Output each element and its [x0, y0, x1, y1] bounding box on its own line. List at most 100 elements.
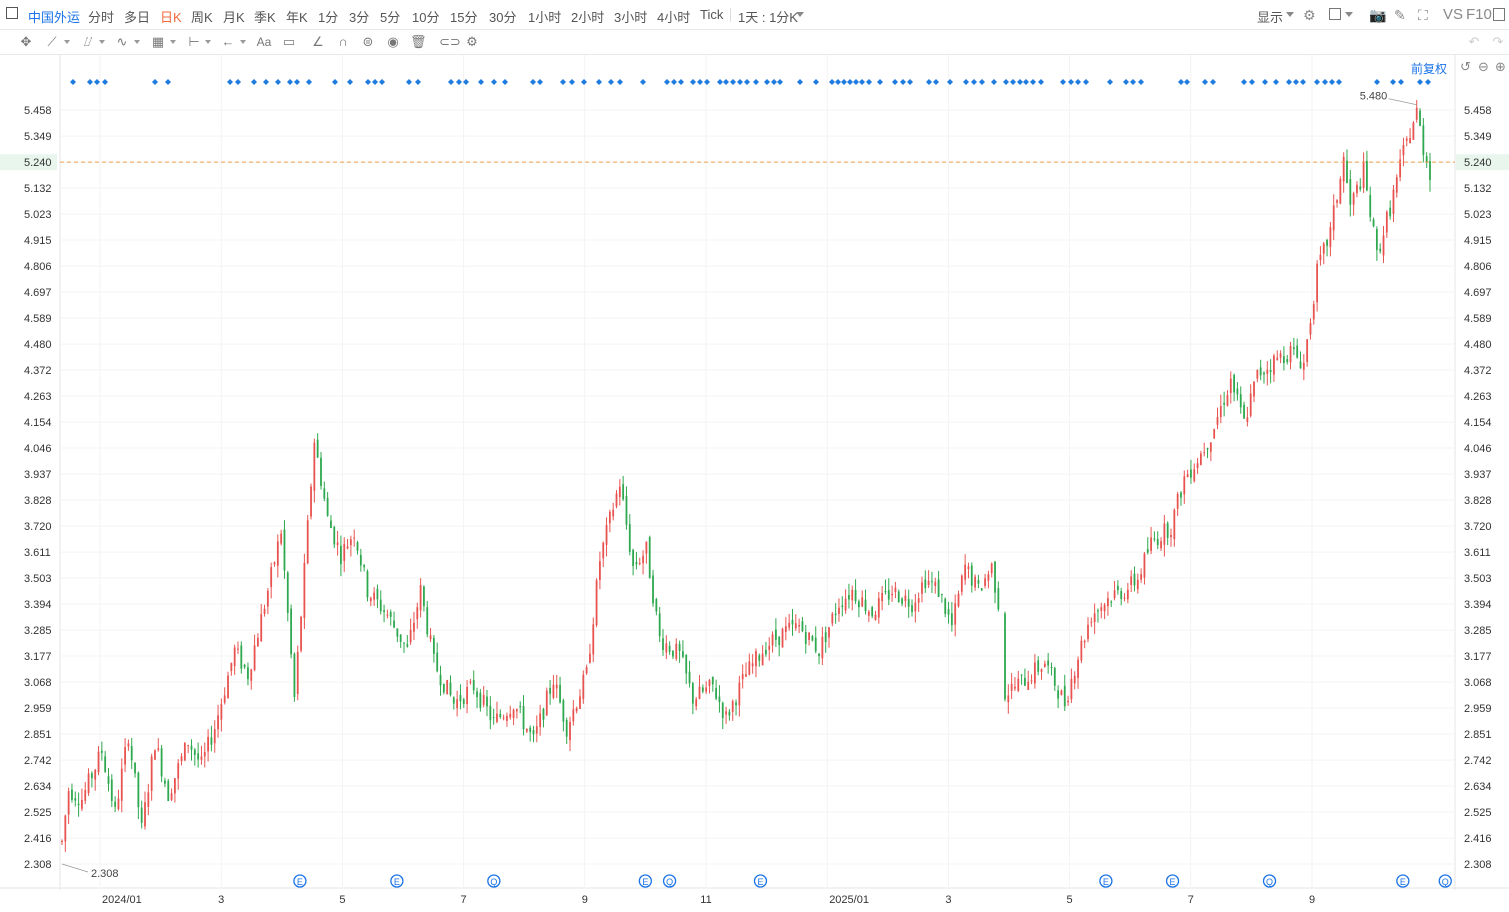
tab-3hour[interactable]: 3小时	[614, 10, 648, 25]
low-marker-label: 2.308	[91, 868, 119, 880]
chevron-down-icon[interactable]	[170, 40, 176, 44]
candle-body	[87, 773, 90, 794]
chevron-down-icon[interactable]	[240, 40, 246, 44]
y-tick-label-right: 4.480	[1464, 339, 1492, 351]
measure-icon[interactable]: ▦	[151, 34, 165, 49]
chevron-down-icon[interactable]	[1286, 12, 1294, 17]
chevron-down-icon[interactable]	[1345, 12, 1353, 17]
candle-body	[1097, 610, 1099, 612]
arrow-icon[interactable]: ←	[221, 34, 235, 49]
candle-body	[1017, 678, 1020, 691]
link-icon[interactable]: ⊂⊃	[439, 34, 461, 49]
candle-body	[1326, 240, 1328, 246]
y-tick-label-left: 3.937	[24, 469, 52, 481]
tab-15min[interactable]: 15分	[450, 10, 478, 25]
tab-2hour[interactable]: 2小时	[571, 10, 605, 25]
candle-body	[462, 699, 465, 705]
text-icon[interactable]: Aa	[256, 35, 272, 49]
tab-10min[interactable]: 10分	[412, 10, 440, 25]
candle-body	[257, 637, 259, 647]
tab-weekly-k[interactable]: 周K	[191, 10, 213, 25]
candle-body	[1040, 669, 1043, 672]
settings-icon[interactable]: ⚙	[466, 34, 478, 49]
candle-body	[1429, 161, 1431, 180]
reset-icon[interactable]: ↺	[1460, 59, 1471, 74]
undo-icon[interactable]: ↶	[1468, 34, 1480, 49]
display-button[interactable]: 显示	[1257, 10, 1284, 25]
sidebar-toggle-icon[interactable]	[6, 7, 18, 19]
adjust-button[interactable]: 前复权	[1411, 62, 1448, 76]
y-tick-label-left: 3.503	[24, 573, 52, 585]
tab-monthly-k[interactable]: 月K	[223, 10, 245, 25]
layout-icon[interactable]	[1329, 8, 1341, 20]
wave-icon[interactable]: ∿	[116, 34, 128, 49]
y-axis-right: 2.308 2.416 2.525 2.634 2.742 2.851 2.959 3.068…	[1456, 105, 1509, 871]
candle-body	[1419, 110, 1421, 126]
tab-5min[interactable]: 5分	[380, 10, 401, 25]
event-markers: EEQEQEEEQEQE	[293, 874, 1452, 888]
polyline-icon[interactable]: ⌰	[83, 34, 93, 49]
eye-icon[interactable]: ◉	[387, 34, 399, 49]
tab-30min[interactable]: 30分	[489, 10, 517, 25]
tab-duori[interactable]: 多日	[124, 10, 151, 25]
candlestick-chart[interactable]: 2.308 2.416 2.525 2.634 2.742 2.851 2.959 3.068…	[0, 55, 1509, 912]
candle-body	[67, 791, 70, 815]
settings-icon[interactable]: ⚙	[1303, 7, 1316, 23]
candle-body	[124, 747, 126, 765]
signal-dot	[379, 79, 385, 85]
signal-dot	[1262, 79, 1268, 85]
candle-body	[791, 619, 794, 625]
comment-icon[interactable]: ▭	[282, 34, 296, 49]
stock-name[interactable]: 中国外运	[28, 10, 81, 25]
chevron-down-icon[interactable]	[134, 40, 140, 44]
candle-body	[144, 802, 146, 827]
candle-body	[270, 567, 273, 588]
pen-icon[interactable]: ✎	[1394, 7, 1406, 23]
camera-icon[interactable]: 📷	[1369, 7, 1387, 23]
tab-yearly-k[interactable]: 年K	[286, 10, 308, 25]
lock-icon[interactable]: ⊜	[362, 34, 374, 49]
candle-body	[1302, 362, 1305, 370]
candle-body	[539, 713, 542, 728]
tab-fenshi[interactable]: 分时	[88, 10, 115, 25]
tab-4hour[interactable]: 4小时	[657, 10, 691, 25]
y-tick-label-right: 4.806	[1464, 261, 1492, 273]
line-draw-icon[interactable]: ⟋	[47, 34, 57, 49]
range-icon[interactable]: ⊢	[188, 34, 200, 49]
zoom-out-icon[interactable]: ⊖	[1478, 59, 1489, 74]
angle-icon[interactable]: ∠	[312, 34, 324, 49]
trash-icon[interactable]: 🗑	[410, 34, 427, 49]
top-bar: 中国外运 分时 多日 日K 周K 月K 季K 年K 1分 3分 5分 10分 1…	[0, 0, 1509, 30]
candle-body	[990, 563, 993, 574]
candle-body	[416, 607, 419, 620]
redo-icon[interactable]: ↷	[1492, 34, 1504, 49]
x-tick-label: 7	[461, 894, 467, 906]
candle-body	[1362, 162, 1365, 188]
fullscreen-icon[interactable]: ⛶	[1418, 7, 1428, 23]
period-select[interactable]: 1天 : 1分K	[738, 10, 798, 25]
panel-icon[interactable]	[1493, 8, 1505, 21]
candle-body	[771, 634, 774, 646]
tab-tick[interactable]: Tick	[700, 7, 724, 22]
candle-body	[844, 598, 847, 611]
chevron-down-icon[interactable]	[64, 40, 70, 44]
tab-daily-k[interactable]: 日K	[160, 10, 182, 25]
vs-button[interactable]: VS	[1443, 6, 1464, 23]
candle-body	[691, 683, 694, 704]
zoom-in-icon[interactable]: ⊕	[1495, 59, 1506, 74]
signal-dot	[1273, 79, 1279, 85]
tab-3min[interactable]: 3分	[349, 10, 370, 25]
chevron-down-icon[interactable]	[99, 40, 105, 44]
chevron-down-icon[interactable]	[796, 12, 804, 17]
candle-body	[330, 520, 332, 529]
tab-quarterly-k[interactable]: 季K	[254, 10, 276, 25]
candle-body	[1229, 378, 1232, 394]
candle-body	[980, 588, 983, 591]
tab-1hour[interactable]: 1小时	[528, 10, 562, 25]
chevron-down-icon[interactable]	[205, 40, 211, 44]
tab-1min[interactable]: 1分	[318, 10, 339, 25]
magnet-icon[interactable]: ∩	[338, 34, 348, 49]
move-icon[interactable]: ✥	[20, 34, 32, 49]
f10-button[interactable]: F10	[1466, 6, 1492, 23]
signal-dot	[617, 79, 623, 85]
